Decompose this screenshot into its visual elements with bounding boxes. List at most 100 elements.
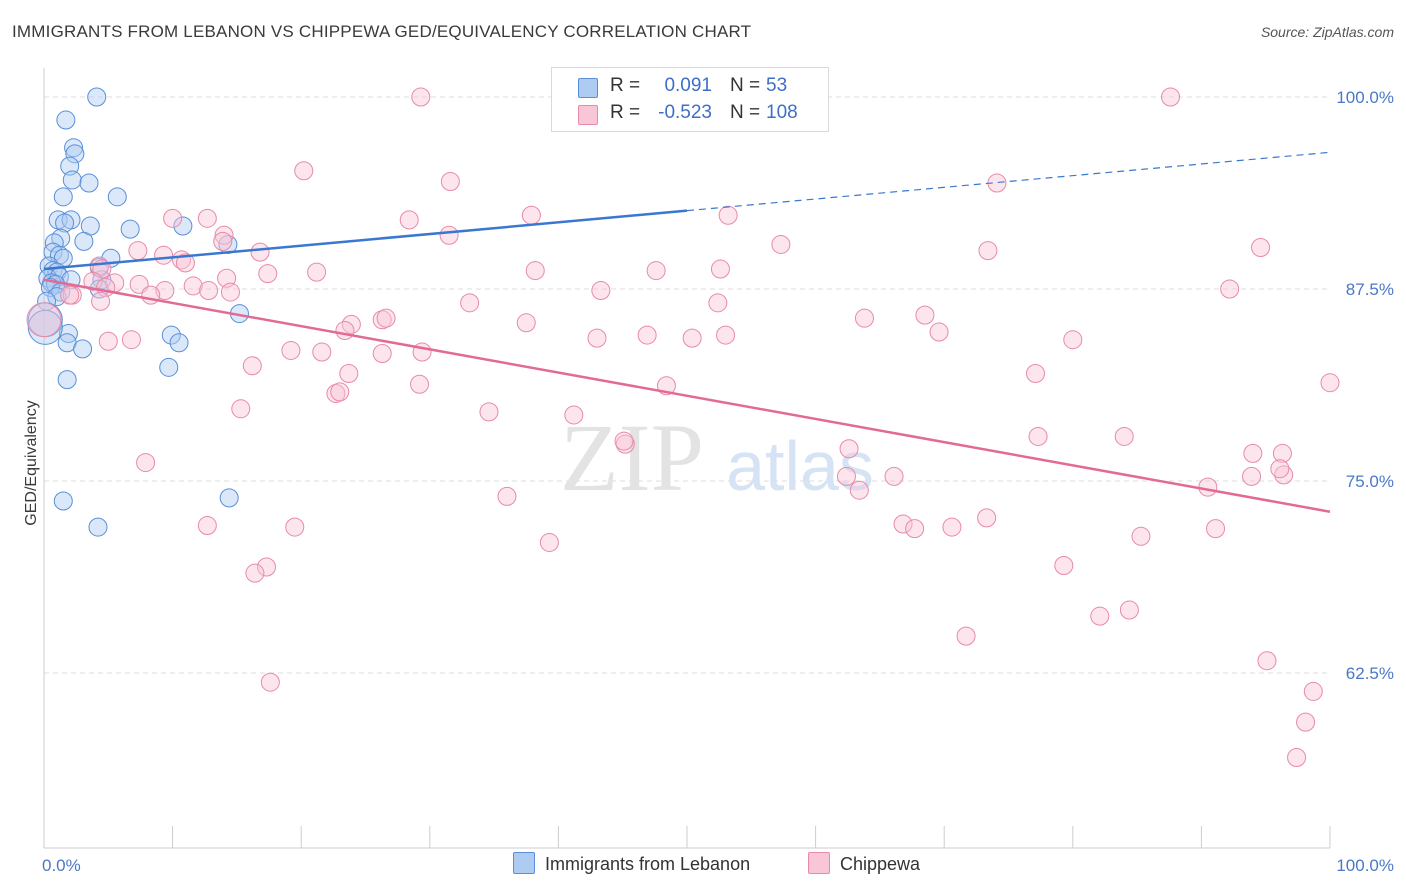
lebanon-point-7 <box>53 187 73 207</box>
chippewa-point-44 <box>60 285 80 305</box>
chippewa-point-14 <box>1251 238 1271 258</box>
chippewa-point-77 <box>614 431 634 451</box>
chippewa-point-103 <box>1119 600 1139 620</box>
chippewa-point-52 <box>121 330 141 350</box>
trend-lines <box>43 151 1331 513</box>
chippewa-point-94 <box>942 517 962 537</box>
chippewa-point-88 <box>836 466 856 486</box>
chippewa-point-87 <box>1198 477 1218 497</box>
trend-line-lebanon-extension <box>686 151 1331 212</box>
chippewa-point-73 <box>479 402 499 422</box>
chippewa-point-104 <box>1090 606 1110 626</box>
gridlines <box>44 96 1330 674</box>
y-tick-label-1: 87.5% <box>1346 280 1394 299</box>
chippewa-point-38 <box>91 291 111 311</box>
lebanon-point-0 <box>87 87 107 107</box>
chippewa-point-110 <box>1287 747 1307 767</box>
chippewa-point-9 <box>399 210 419 230</box>
legend-swatch-lebanon <box>578 78 598 98</box>
chippewa-point-54 <box>716 325 736 345</box>
bottom-legend-swatch-chippewa <box>808 852 830 874</box>
chippewa-point-26 <box>646 261 666 281</box>
chippewa-point-50 <box>682 328 702 348</box>
chippewa-point-25 <box>525 261 545 281</box>
chippewa-point-64 <box>242 356 262 376</box>
chippewa-point-91 <box>977 508 997 528</box>
chippewa-point-67 <box>410 374 430 394</box>
y-tick-label-3: 62.5% <box>1346 664 1394 683</box>
y-tick-labels: 100.0% 87.5% 75.0% 62.5% <box>1336 88 1394 683</box>
chippewa-point-0 <box>411 87 431 107</box>
lebanon-point-41 <box>161 325 181 345</box>
chippewa-point-102 <box>1054 555 1074 575</box>
legend-n-label: N = <box>730 75 761 96</box>
lebanon-point-1 <box>56 110 76 130</box>
lebanon-point-47 <box>53 491 73 511</box>
chippewa-point-2 <box>294 161 314 181</box>
y-tick-label-0: 100.0% <box>1336 88 1394 107</box>
bottom-legend-label-chippewa: Chippewa <box>840 854 921 874</box>
chippewa-point-93 <box>905 519 925 539</box>
chippewa-point-92 <box>893 514 913 534</box>
legend-r-label: R = <box>610 102 641 123</box>
chippewa-point-81 <box>839 439 859 459</box>
chippewa-point-108 <box>1303 681 1323 701</box>
lebanon-point-45 <box>159 357 179 377</box>
chippewa-point-40 <box>591 281 611 301</box>
lebanon-point-13 <box>120 219 140 239</box>
chippewa-point-49 <box>587 328 607 348</box>
lebanon-point-2 <box>64 138 84 158</box>
lebanon-point-17 <box>74 231 94 251</box>
bottom-legend-label-lebanon: Immigrants from Lebanon <box>545 854 751 874</box>
chippewa-point-76 <box>615 434 635 454</box>
lebanon-point-4 <box>60 156 80 176</box>
chippewa-point-63 <box>372 344 392 364</box>
legend-n-value: 53 <box>766 75 788 96</box>
lebanon-point-11 <box>55 213 75 233</box>
chippewa-point-6 <box>197 208 217 228</box>
chippewa-point-65 <box>339 363 359 383</box>
lebanon-point-49 <box>88 517 108 537</box>
chippewa-point-71 <box>1320 373 1340 393</box>
chippewa-point-1 <box>1161 87 1181 107</box>
legend-n-label: N = <box>730 102 761 123</box>
chippewa-point-90 <box>497 486 517 506</box>
chippewa-point-20 <box>175 253 195 273</box>
lebanon-point-48 <box>219 488 239 508</box>
chippewa-point-82 <box>1243 443 1263 463</box>
lebanon-point-46 <box>57 370 77 390</box>
legend-r-label: R = <box>610 75 641 96</box>
lebanon-point-5 <box>62 170 82 190</box>
chippewa-point-56 <box>854 308 874 328</box>
chippewa-point-23 <box>258 264 278 284</box>
y-axis-label: GED/Equivalency <box>23 400 40 525</box>
chippewa-point-83 <box>1272 443 1292 463</box>
chippewa-point-47 <box>637 325 657 345</box>
chippewa-point-61 <box>312 342 332 362</box>
legend-r-value: 0.091 <box>664 75 712 96</box>
chippewa-point-101 <box>1131 526 1151 546</box>
bottom-legend-lebanon: Immigrants from Lebanon <box>513 852 750 875</box>
chippewa-point-58 <box>929 322 949 342</box>
chart-title: IMMIGRANTS FROM LEBANON VS CHIPPEWA GED/… <box>12 22 752 41</box>
trend-line-lebanon <box>43 209 688 271</box>
chippewa-point-5 <box>163 208 183 228</box>
y-tick-label-2: 75.0% <box>1346 472 1394 491</box>
chippewa-point-79 <box>1114 426 1134 446</box>
trend-line-chippewa <box>43 278 1331 513</box>
chippewa-point-17 <box>978 241 998 261</box>
chippewa-point-84 <box>1242 466 1262 486</box>
chippewa-point-100 <box>245 563 265 583</box>
chippewa-point-72 <box>231 399 251 419</box>
chippewa-point-69 <box>330 382 350 402</box>
chippewa-point-55 <box>376 308 396 328</box>
chippewa-point-41 <box>1220 279 1240 299</box>
series-chippewa-points <box>26 87 1340 767</box>
chippewa-point-107 <box>260 672 280 692</box>
chippewa-point-15 <box>128 241 148 261</box>
chippewa-point-12 <box>213 231 233 251</box>
chippewa-point-89 <box>884 466 904 486</box>
chippewa-point-36 <box>220 282 240 302</box>
chippewa-point-18 <box>154 245 174 265</box>
